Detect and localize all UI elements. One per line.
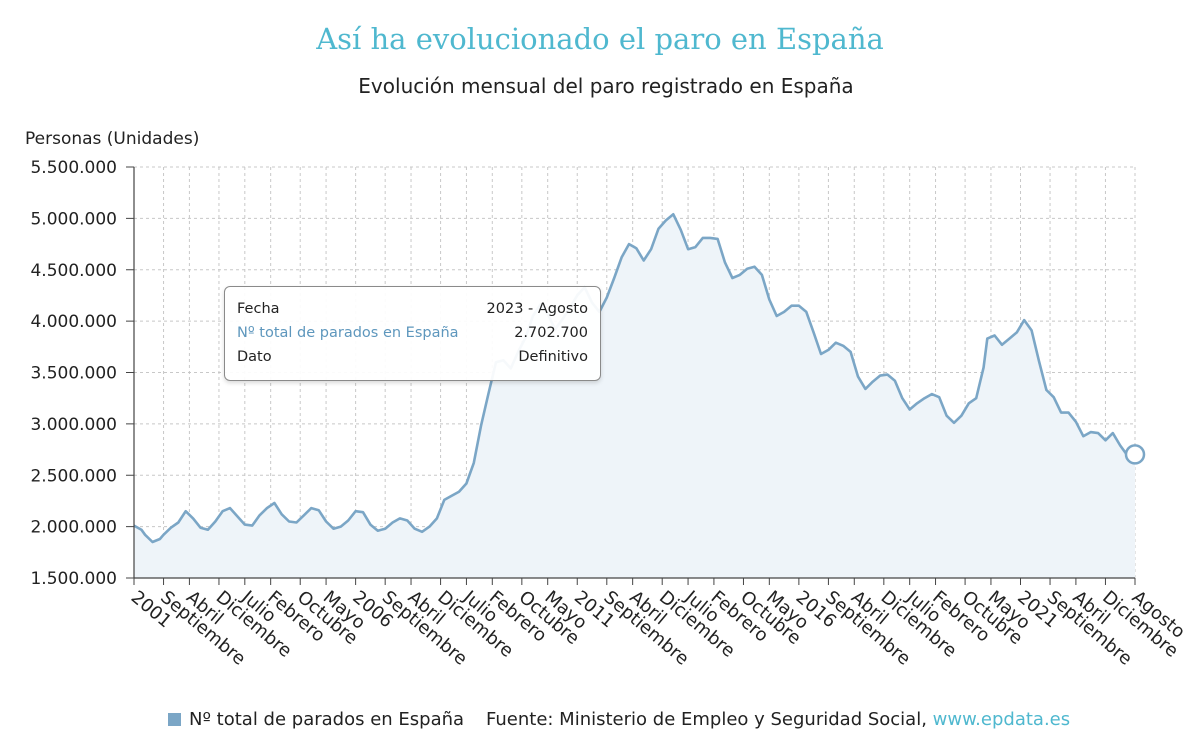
series-line[interactable] [133, 213, 1136, 544]
chart-subtitle: Evolución mensual del paro registrado en… [358, 74, 854, 98]
y-tick-label: 4.000.000 [30, 312, 117, 332]
y-axis-label: Personas (Unidades) [25, 129, 199, 149]
source-text: Fuente: Ministerio de Empleo y Seguridad… [486, 709, 927, 730]
tooltip-series-value: 2.702.700 [514, 325, 588, 341]
chart-title: Así ha evolucionado el paro en España [316, 22, 884, 56]
series-area [134, 214, 1135, 579]
y-tick-label: 1.500.000 [30, 569, 117, 589]
tooltip-row-date: Fecha 2023 - Agosto [237, 301, 588, 321]
tooltip: Fecha 2023 - Agosto Nº total de parados … [224, 286, 601, 381]
y-tick-label: 3.000.000 [30, 415, 117, 435]
tooltip-status-label: Dato [237, 349, 272, 365]
y-tick-label: 2.000.000 [30, 518, 117, 538]
tooltip-row-status: Dato Definitivo [237, 349, 588, 369]
y-tick-label: 2.500.000 [30, 466, 117, 486]
tooltip-row-value: Nº total de parados en España 2.702.700 [237, 325, 588, 345]
y-tick-label: 3.500.000 [30, 364, 117, 384]
x-axis-ticks: 2001SeptiembreAbrilDiciembreJulioFebrero… [127, 578, 1189, 670]
y-tick-label: 5.000.000 [30, 209, 117, 229]
tooltip-date-label: Fecha [237, 301, 280, 317]
source-link[interactable]: www.epdata.es [932, 709, 1071, 730]
tooltip-series-label: Nº total de parados en España [237, 325, 459, 341]
tooltip-status-value: Definitivo [518, 349, 588, 365]
source-note: Fuente: Ministerio de Empleo y Seguridad… [486, 709, 1070, 730]
tooltip-date-value: 2023 - Agosto [486, 301, 588, 317]
hover-marker[interactable] [1124, 444, 1146, 465]
legend-label: Nº total de parados en España [189, 709, 465, 730]
y-tick-label: 5.500.000 [30, 158, 117, 178]
y-tick-label: 4.500.000 [30, 261, 117, 281]
legend-swatch [168, 713, 181, 726]
legend[interactable]: Nº total de parados en España [168, 709, 464, 730]
y-axis-ticks: 1.500.000 2.000.000 2.500.000 3.000.000 3.50… [30, 158, 134, 589]
